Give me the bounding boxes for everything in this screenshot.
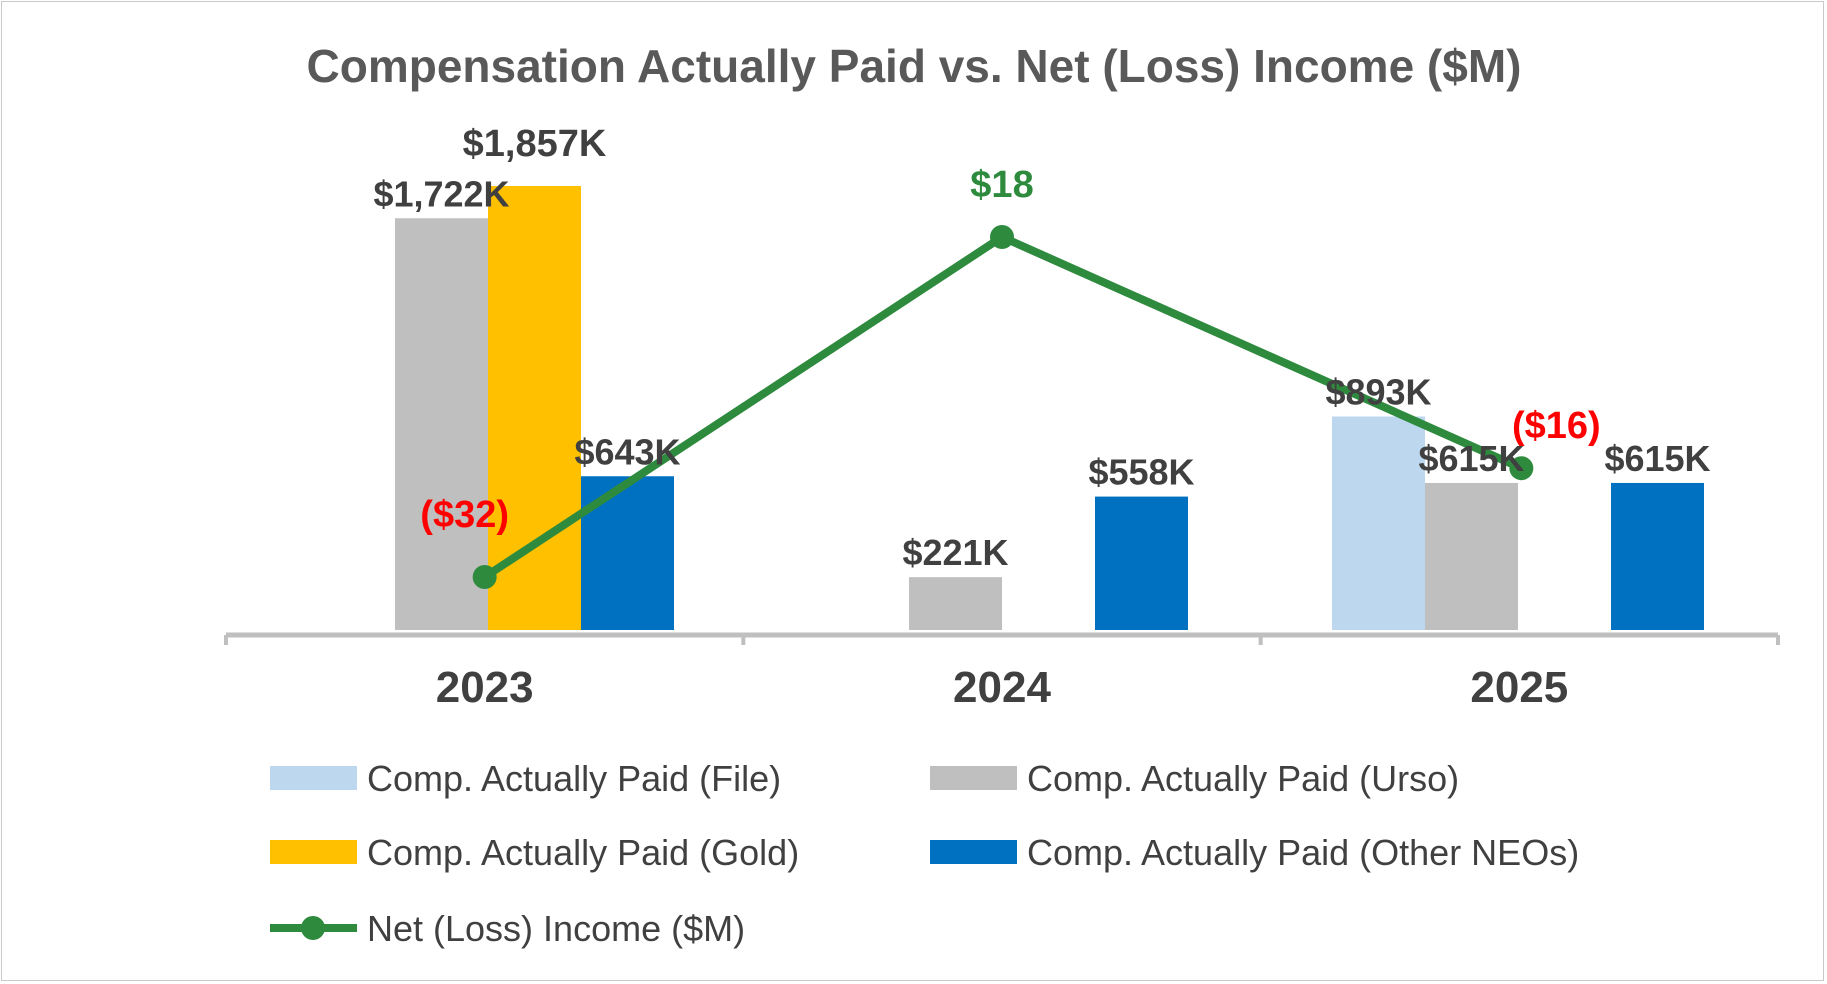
bar-comp-actually-paid-gold-2023 xyxy=(488,186,581,630)
net-income-point-2023 xyxy=(472,565,497,589)
data-label-comp-actually-paid-file-2025: $893K xyxy=(1325,371,1431,412)
bar-comp-actually-paid-file-2025 xyxy=(1332,416,1425,630)
net-income-label-2023: ($32) xyxy=(420,494,509,536)
legend: Comp. Actually Paid (File) Comp. Actually… xyxy=(270,758,1579,949)
legend-label-net-income: Net (Loss) Income ($M) xyxy=(367,908,745,949)
x-axis: 2023 2024 2025 xyxy=(224,632,1780,712)
x-tick-label-2023: 2023 xyxy=(436,663,534,712)
data-label-comp-actually-paid-other-neos-2023: $643K xyxy=(574,431,680,472)
legend-label-comp-actually-paid-file: Comp. Actually Paid (File) xyxy=(367,758,781,799)
data-label-comp-actually-paid-urso-2025: $615K xyxy=(1418,438,1524,479)
data-label-comp-actually-paid-urso-2023: $1,722K xyxy=(373,173,509,214)
data-labels-layer: $893K $1,722K $221K $615K $1,857K $643K $558K $… xyxy=(373,123,1710,573)
bars-layer xyxy=(395,186,1704,630)
legend-label-comp-actually-paid-gold: Comp. Actually Paid (Gold) xyxy=(367,832,799,873)
legend-swatch-comp-actually-paid-gold xyxy=(270,840,357,864)
bar-comp-actually-paid-other-neos-2024 xyxy=(1095,496,1188,630)
bar-comp-actually-paid-urso-2023 xyxy=(395,218,488,630)
bar-comp-actually-paid-other-neos-2025 xyxy=(1611,482,1704,630)
net-income-point-2024 xyxy=(990,225,1014,249)
legend-swatch-comp-actually-paid-other-neos xyxy=(930,840,1017,864)
net-income-label-2024: $18 xyxy=(970,164,1033,206)
bar-comp-actually-paid-urso-2025 xyxy=(1425,482,1518,630)
legend-label-comp-actually-paid-other-neos: Comp. Actually Paid (Other NEOs) xyxy=(1027,832,1579,873)
legend-swatch-net-income-marker xyxy=(301,916,325,940)
data-label-comp-actually-paid-other-neos-2024: $558K xyxy=(1088,452,1194,493)
legend-swatch-comp-actually-paid-file xyxy=(270,766,357,790)
x-tick-label-2025: 2025 xyxy=(1470,663,1568,712)
net-income-line-layer xyxy=(472,225,1534,589)
net-income-label-2025: ($16) xyxy=(1512,405,1601,447)
chart-title: Compensation Actually Paid vs. Net (Loss… xyxy=(307,40,1522,92)
data-label-comp-actually-paid-urso-2024: $221K xyxy=(902,532,1008,573)
x-tick-label-2024: 2024 xyxy=(953,663,1051,712)
legend-label-comp-actually-paid-urso: Comp. Actually Paid (Urso) xyxy=(1027,758,1459,799)
bar-comp-actually-paid-other-neos-2023 xyxy=(581,476,674,630)
legend-swatch-comp-actually-paid-urso xyxy=(930,766,1017,790)
data-label-comp-actually-paid-other-neos-2025: $615K xyxy=(1604,438,1710,479)
data-label-comp-actually-paid-gold-2023: $1,857K xyxy=(463,123,607,165)
net-income-point-2025 xyxy=(1509,456,1534,481)
bar-comp-actually-paid-urso-2024 xyxy=(909,577,1002,630)
